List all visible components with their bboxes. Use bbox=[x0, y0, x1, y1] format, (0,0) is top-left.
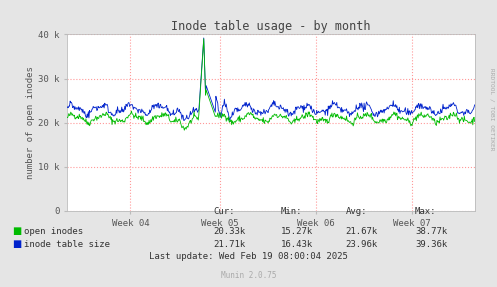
Text: 39.36k: 39.36k bbox=[415, 240, 447, 249]
Text: ■: ■ bbox=[12, 239, 22, 249]
Text: Munin 2.0.75: Munin 2.0.75 bbox=[221, 272, 276, 280]
Text: Last update: Wed Feb 19 08:00:04 2025: Last update: Wed Feb 19 08:00:04 2025 bbox=[149, 252, 348, 261]
Text: 21.67k: 21.67k bbox=[345, 227, 378, 236]
Text: 21.71k: 21.71k bbox=[214, 240, 246, 249]
Text: 20.33k: 20.33k bbox=[214, 227, 246, 236]
Text: open inodes: open inodes bbox=[24, 227, 83, 236]
Text: Cur:: Cur: bbox=[214, 207, 235, 216]
Text: Max:: Max: bbox=[415, 207, 436, 216]
Text: 16.43k: 16.43k bbox=[281, 240, 313, 249]
Text: Min:: Min: bbox=[281, 207, 302, 216]
Text: Avg:: Avg: bbox=[345, 207, 367, 216]
Text: 15.27k: 15.27k bbox=[281, 227, 313, 236]
Text: 23.96k: 23.96k bbox=[345, 240, 378, 249]
Text: inode table size: inode table size bbox=[24, 240, 110, 249]
Text: ■: ■ bbox=[12, 226, 22, 236]
Y-axis label: number of open inodes: number of open inodes bbox=[26, 66, 35, 179]
Text: 38.77k: 38.77k bbox=[415, 227, 447, 236]
Title: Inode table usage - by month: Inode table usage - by month bbox=[171, 20, 371, 33]
Text: RRDTOOL / TOBI OETIKER: RRDTOOL / TOBI OETIKER bbox=[490, 68, 495, 150]
